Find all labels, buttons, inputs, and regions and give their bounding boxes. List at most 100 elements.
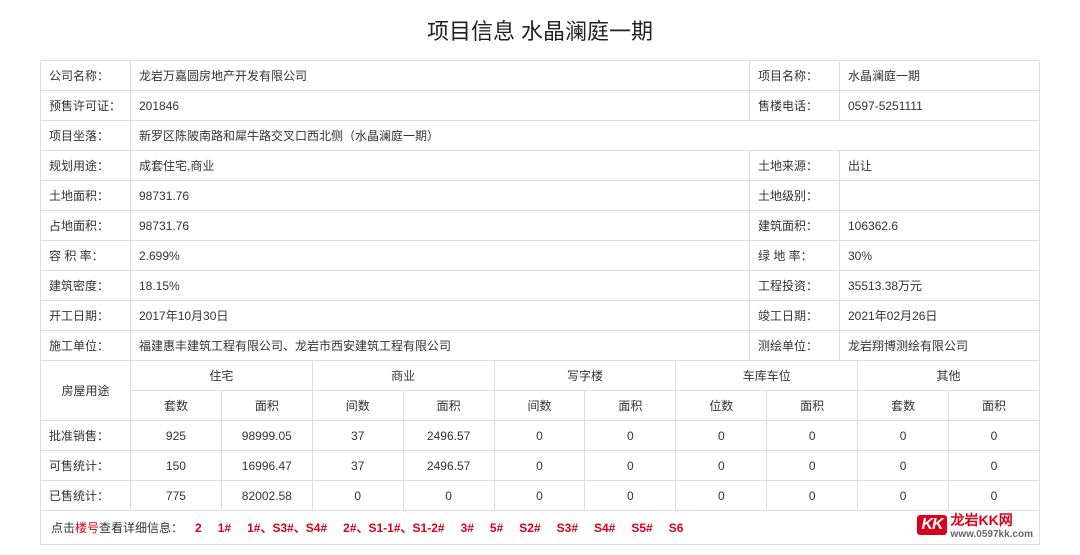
usage-cell: 0 xyxy=(858,421,949,451)
val-project: 水晶澜庭一期 xyxy=(840,61,1040,91)
building-link[interactable]: S4# xyxy=(586,521,623,535)
footer-lead-a: 点击 xyxy=(51,521,75,535)
lbl-landarea: 土地面积： xyxy=(41,181,131,211)
logo-text: 龙岩KK网 xyxy=(951,512,1013,528)
lbl-landgrade: 土地级别： xyxy=(750,181,840,211)
usage-cell: 0 xyxy=(676,421,767,451)
usage-sub: 间数 xyxy=(494,391,585,421)
val-location: 新罗区陈陂南路和犀牛路交叉口西北侧（水晶澜庭一期） xyxy=(131,121,1040,151)
usage-cell: 16996.47 xyxy=(221,451,312,481)
usage-sub: 套数 xyxy=(858,391,949,421)
building-link[interactable]: 5# xyxy=(482,521,511,535)
logo-url: www.0597kk.com xyxy=(951,530,1033,540)
logo-icon: KK xyxy=(917,515,946,535)
usage-cell: 0 xyxy=(949,451,1040,481)
lbl-end: 竣工日期： xyxy=(750,301,840,331)
usage-cell: 0 xyxy=(949,481,1040,511)
lbl-landsrc: 土地来源： xyxy=(750,151,840,181)
lbl-green: 绿 地 率： xyxy=(750,241,840,271)
usage-row-label: 批准销售： xyxy=(41,421,131,451)
usage-cell: 0 xyxy=(676,451,767,481)
lbl-sitearea: 占地面积： xyxy=(41,211,131,241)
val-density: 18.15% xyxy=(131,271,750,301)
lbl-start: 开工日期： xyxy=(41,301,131,331)
lbl-permit: 预售许可证： xyxy=(41,91,131,121)
lbl-invest: 工程投资： xyxy=(750,271,840,301)
building-link[interactable]: S3# xyxy=(549,521,586,535)
site-logo: KK 龙岩KK网 www.0597kk.com xyxy=(917,510,1033,540)
lbl-location: 项目坐落： xyxy=(41,121,131,151)
building-link[interactable]: S5# xyxy=(623,521,660,535)
usage-cell: 82002.58 xyxy=(221,481,312,511)
usage-sub: 面积 xyxy=(585,391,676,421)
usage-cell: 2496.57 xyxy=(403,451,494,481)
usage-cell: 0 xyxy=(949,421,1040,451)
val-builder: 福建惠丰建筑工程有限公司、龙岩市西安建筑工程有限公司 xyxy=(131,331,750,361)
building-link[interactable]: S6 xyxy=(661,521,692,535)
val-green: 30% xyxy=(840,241,1040,271)
usage-sub: 面积 xyxy=(221,391,312,421)
val-phone: 0597-5251111 xyxy=(840,91,1040,121)
usage-sub: 间数 xyxy=(312,391,403,421)
lbl-builder: 施工单位： xyxy=(41,331,131,361)
page-title: 项目信息 水晶澜庭一期 xyxy=(40,14,1040,46)
usage-cell: 0 xyxy=(858,481,949,511)
usage-cell: 0 xyxy=(494,481,585,511)
building-link[interactable]: 3# xyxy=(453,521,482,535)
building-link[interactable]: 2 xyxy=(187,521,210,535)
val-landgrade xyxy=(840,181,1040,211)
building-links-row: 点击楼号查看详细信息： 21#1#、S3#、S4#2#、S1-1#、S1-2#3… xyxy=(40,511,1040,545)
usage-cell: 0 xyxy=(767,481,858,511)
footer-lead: 点击楼号查看详细信息： xyxy=(51,519,183,536)
usage-group: 其他 xyxy=(858,361,1040,391)
val-sitearea: 98731.76 xyxy=(131,211,750,241)
lbl-planuse: 规划用途： xyxy=(41,151,131,181)
usage-row-label: 可售统计： xyxy=(41,451,131,481)
usage-group: 商业 xyxy=(312,361,494,391)
usage-cell: 0 xyxy=(767,421,858,451)
usage-sub: 面积 xyxy=(949,391,1040,421)
lbl-company: 公司名称： xyxy=(41,61,131,91)
usage-group: 车库车位 xyxy=(676,361,858,391)
usage-group: 住宅 xyxy=(131,361,313,391)
usage-cell: 0 xyxy=(403,481,494,511)
val-landsrc: 出让 xyxy=(840,151,1040,181)
val-survey: 龙岩翔博测绘有限公司 xyxy=(840,331,1040,361)
usage-sub: 位数 xyxy=(676,391,767,421)
footer-lead-c: 查看详细信息： xyxy=(99,521,183,535)
lbl-phone: 售楼电话： xyxy=(750,91,840,121)
building-link[interactable]: S2# xyxy=(511,521,548,535)
lbl-survey: 测绘单位： xyxy=(750,331,840,361)
val-end: 2021年02月26日 xyxy=(840,301,1040,331)
usage-cell: 0 xyxy=(585,481,676,511)
building-link[interactable]: 1# xyxy=(210,521,239,535)
usage-group: 写字楼 xyxy=(494,361,676,391)
usage-sub: 面积 xyxy=(767,391,858,421)
usage-row-label: 已售统计： xyxy=(41,481,131,511)
building-link[interactable]: 2#、S1-1#、S1-2# xyxy=(335,521,452,535)
usage-cell: 775 xyxy=(131,481,222,511)
val-company: 龙岩万嘉圆房地产开发有限公司 xyxy=(131,61,750,91)
usage-cell: 0 xyxy=(585,451,676,481)
usage-cell: 0 xyxy=(767,451,858,481)
val-far: 2.699% xyxy=(131,241,750,271)
val-invest: 35513.38万元 xyxy=(840,271,1040,301)
val-start: 2017年10月30日 xyxy=(131,301,750,331)
usage-cell: 98999.05 xyxy=(221,421,312,451)
lbl-buildarea: 建筑面积： xyxy=(750,211,840,241)
building-link[interactable]: 1#、S3#、S4# xyxy=(239,521,335,535)
val-landarea: 98731.76 xyxy=(131,181,750,211)
usage-cell: 2496.57 xyxy=(403,421,494,451)
project-info-table: 公司名称： 龙岩万嘉圆房地产开发有限公司 项目名称： 水晶澜庭一期 预售许可证：… xyxy=(40,60,1040,361)
lbl-far: 容 积 率： xyxy=(41,241,131,271)
usage-cell: 0 xyxy=(494,421,585,451)
lbl-project: 项目名称： xyxy=(750,61,840,91)
val-planuse: 成套住宅,商业 xyxy=(131,151,750,181)
usage-cell: 0 xyxy=(312,481,403,511)
lbl-density: 建筑密度： xyxy=(41,271,131,301)
footer-lead-b: 楼号 xyxy=(75,521,99,535)
usage-cell: 0 xyxy=(494,451,585,481)
usage-head: 房屋用途 xyxy=(41,361,131,421)
val-permit: 201846 xyxy=(131,91,750,121)
usage-table: 房屋用途 住宅 商业 写字楼 车库车位 其他 套数面积 间数面积 间数面积 位数… xyxy=(40,360,1040,511)
